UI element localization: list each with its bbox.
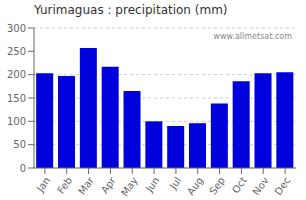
svg-text:50: 50 [13, 139, 26, 150]
svg-text:Sep: Sep [207, 175, 227, 197]
html-text:Yurimaguas : precipitation (mm: Yurimaguas : precipitation (mm) [34, 3, 228, 17]
svg-text:Jun: Jun [143, 175, 162, 195]
svg-text:Feb: Feb [55, 175, 74, 196]
svg-text:Oct: Oct [230, 175, 249, 196]
svg-text:May: May [119, 175, 140, 198]
svg-text:Mar: Mar [76, 174, 96, 196]
svg-text:Jul: Jul [167, 175, 184, 192]
svg-text:Jan: Jan [34, 175, 52, 195]
svg-text:Dec: Dec [272, 175, 292, 197]
svg-text:0: 0 [20, 163, 26, 174]
svg-text:200: 200 [8, 69, 26, 80]
html-text:www.allmetsat.com: www.allmetsat.com [213, 32, 292, 41]
svg-text:Nov: Nov [250, 175, 270, 197]
svg-text:Aug: Aug [185, 175, 205, 197]
svg-text:150: 150 [8, 93, 26, 104]
svg-text:Apr: Apr [99, 174, 118, 195]
svg-text:250: 250 [8, 46, 26, 57]
svg-text:100: 100 [8, 116, 26, 127]
svg-text:300: 300 [8, 23, 26, 34]
